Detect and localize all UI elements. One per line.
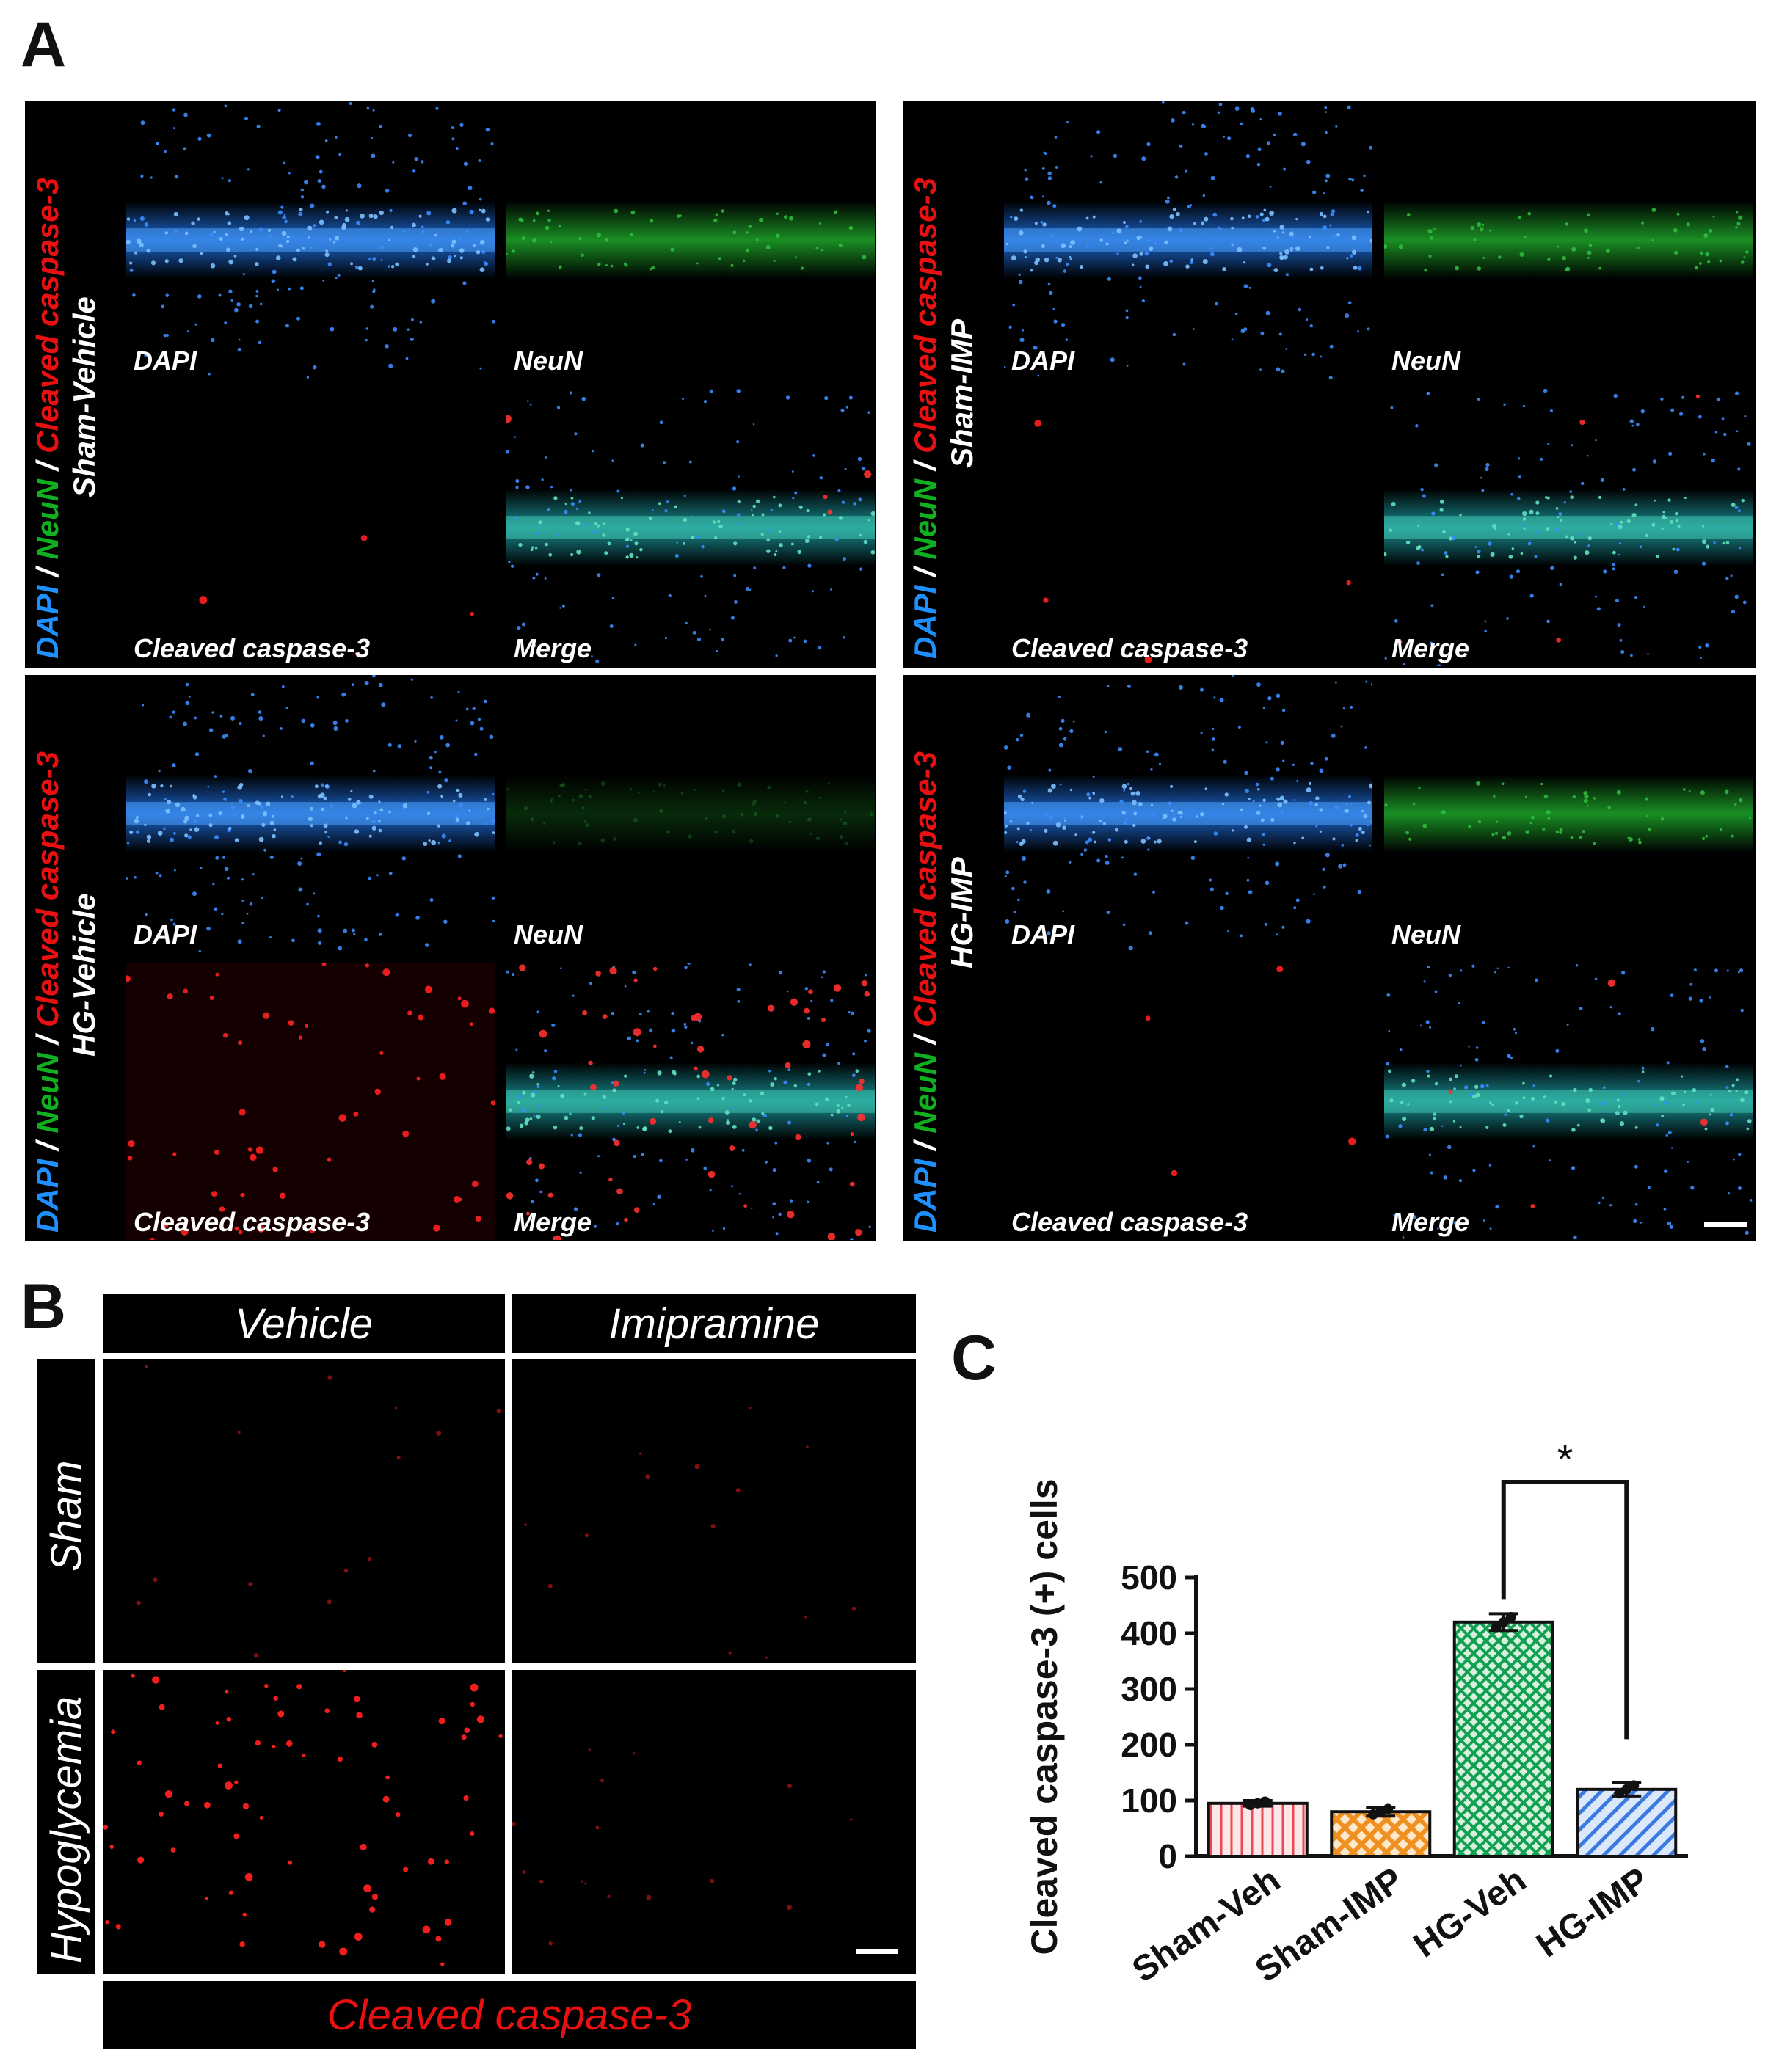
channel-label: Cleaved caspase-3 bbox=[1011, 1207, 1248, 1237]
significance-star: * bbox=[1557, 1436, 1574, 1482]
merge-tile: Merge bbox=[1384, 963, 1753, 1240]
bar-hg-veh bbox=[1452, 1620, 1554, 1858]
y-tick-label: 200 bbox=[1121, 1726, 1177, 1764]
group-name-label: HG-Vehicle bbox=[67, 893, 101, 1057]
y-tick-label: 400 bbox=[1121, 1614, 1177, 1652]
footer-cleaved-caspase-3: Cleaved caspase-3 bbox=[103, 1981, 916, 2049]
channel-label: Cleaved caspase-3 bbox=[134, 1207, 371, 1237]
scale-bar bbox=[1704, 1222, 1747, 1227]
neun-tile: NeuN bbox=[506, 675, 875, 952]
group-stain-label: DAPI / NeuN / Cleaved caspase-3 bbox=[908, 178, 942, 659]
bar-sham-veh bbox=[1207, 1801, 1309, 1858]
channel-label: DAPI bbox=[134, 346, 197, 376]
y-tick-label: 300 bbox=[1121, 1670, 1177, 1708]
row-header-sham: Sham bbox=[37, 1359, 95, 1663]
y-axis-label: Cleaved caspase-3 (+) cells bbox=[1024, 1479, 1065, 1955]
data-point bbox=[1383, 1803, 1394, 1814]
y-tick-label: 500 bbox=[1121, 1558, 1177, 1597]
neun-tile: NeuN bbox=[506, 101, 875, 379]
merge-tile: Merge bbox=[506, 963, 875, 1240]
channel-label: Merge bbox=[1391, 1207, 1470, 1237]
caspase-tile bbox=[512, 1670, 916, 1974]
channel-label: Merge bbox=[1391, 633, 1470, 663]
data-point bbox=[1259, 1796, 1270, 1807]
group-name-label: Sham-Vehicle bbox=[67, 296, 101, 497]
channel-label: DAPI bbox=[1011, 346, 1075, 376]
panel-a-letter: A bbox=[21, 10, 67, 80]
merge-tile: Merge bbox=[506, 389, 875, 666]
caspase-tile: Cleaved caspase-3 bbox=[126, 963, 495, 1240]
neun-tile: NeuN bbox=[1384, 675, 1753, 952]
y-tick-label: 100 bbox=[1121, 1781, 1177, 1820]
neun-tile: NeuN bbox=[1384, 101, 1753, 379]
channel-label: NeuN bbox=[514, 346, 583, 376]
dapi-tile: DAPI bbox=[1004, 101, 1372, 379]
scale-bar bbox=[856, 1949, 898, 1954]
merge-tile: Merge bbox=[1384, 389, 1753, 666]
col-header-vehicle: Vehicle bbox=[103, 1294, 505, 1353]
x-tick-label: HG-Veh bbox=[1407, 1861, 1533, 1966]
channel-label: Merge bbox=[514, 633, 592, 663]
bar-hg-imp bbox=[1576, 1787, 1678, 1858]
group-stain-label: DAPI / NeuN / Cleaved caspase-3 bbox=[30, 178, 65, 659]
channel-label: Merge bbox=[514, 1207, 592, 1237]
dapi-tile: DAPI bbox=[126, 675, 495, 952]
data-point bbox=[1629, 1780, 1640, 1791]
channel-label: DAPI bbox=[1011, 919, 1075, 949]
bar-chart: Cleaved caspase-3 (+) cells 0 100 200 300 40… bbox=[1024, 1436, 1688, 1990]
channel-label: NeuN bbox=[1391, 919, 1461, 949]
caspase-tile: Cleaved caspase-3 bbox=[1004, 389, 1372, 666]
caspase-tile bbox=[512, 1359, 916, 1663]
data-point bbox=[1498, 1616, 1509, 1627]
x-tick-label: HG-IMP bbox=[1529, 1861, 1656, 1966]
channel-label: NeuN bbox=[1391, 346, 1461, 376]
channel-label: NeuN bbox=[514, 919, 583, 949]
caspase-tile: Cleaved caspase-3 bbox=[126, 389, 495, 666]
channel-label: DAPI bbox=[134, 919, 197, 949]
panel-c-letter: C bbox=[951, 1323, 997, 1393]
channel-label: Cleaved caspase-3 bbox=[134, 633, 371, 663]
caspase-tile: Cleaved caspase-3 bbox=[1004, 963, 1372, 1240]
caspase-tile bbox=[103, 1359, 505, 1663]
dapi-tile: DAPI bbox=[1004, 675, 1372, 952]
caspase-tile bbox=[103, 1670, 505, 1974]
row-header-hypoglycemia: Hypoglycemia bbox=[37, 1670, 95, 1974]
data-point bbox=[1491, 1622, 1502, 1633]
channel-label: Cleaved caspase-3 bbox=[1011, 633, 1248, 663]
panel-b-letter: B bbox=[21, 1272, 67, 1342]
significance-bracket bbox=[1501, 1480, 1629, 1740]
col-header-imipramine: Imipramine bbox=[512, 1294, 916, 1353]
bar-sham-imp bbox=[1330, 1810, 1432, 1858]
group-name-label: Sham-IMP bbox=[945, 318, 979, 468]
y-tick-label: 0 bbox=[1158, 1837, 1177, 1875]
dapi-tile: DAPI bbox=[126, 101, 495, 379]
group-stain-label: DAPI / NeuN / Cleaved caspase-3 bbox=[30, 751, 65, 1233]
data-point bbox=[1505, 1611, 1516, 1622]
group-name-label: HG-IMP bbox=[945, 857, 979, 968]
group-stain-label: DAPI / NeuN / Cleaved caspase-3 bbox=[908, 751, 942, 1233]
